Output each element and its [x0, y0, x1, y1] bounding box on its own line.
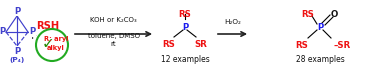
- Text: 12 examples: 12 examples: [161, 56, 209, 64]
- Text: P: P: [29, 28, 35, 36]
- Text: +: +: [27, 31, 37, 41]
- Text: alkyl: alkyl: [47, 45, 65, 51]
- Text: P: P: [317, 24, 323, 32]
- Text: R: aryl: R: aryl: [44, 36, 68, 42]
- Text: P: P: [14, 46, 20, 56]
- Text: (P₄): (P₄): [9, 57, 25, 63]
- Text: rt: rt: [111, 41, 116, 47]
- Text: toluene, DMSO: toluene, DMSO: [87, 33, 139, 39]
- Text: 28 examples: 28 examples: [296, 56, 344, 64]
- Text: RSH: RSH: [36, 21, 60, 31]
- Text: RS: RS: [296, 41, 308, 50]
- Text: P: P: [182, 24, 188, 32]
- Text: RS: RS: [178, 10, 191, 19]
- Text: KOH or K₂CO₃: KOH or K₂CO₃: [90, 17, 137, 23]
- Text: P: P: [14, 7, 20, 15]
- Text: –SR: –SR: [334, 41, 351, 50]
- Text: H₂O₂: H₂O₂: [224, 19, 241, 25]
- Text: RS: RS: [302, 10, 314, 19]
- Text: SR: SR: [195, 40, 208, 49]
- Text: RS: RS: [163, 40, 175, 49]
- Text: O: O: [330, 10, 338, 19]
- Text: ✓: ✓: [42, 36, 54, 52]
- Text: P: P: [0, 28, 5, 36]
